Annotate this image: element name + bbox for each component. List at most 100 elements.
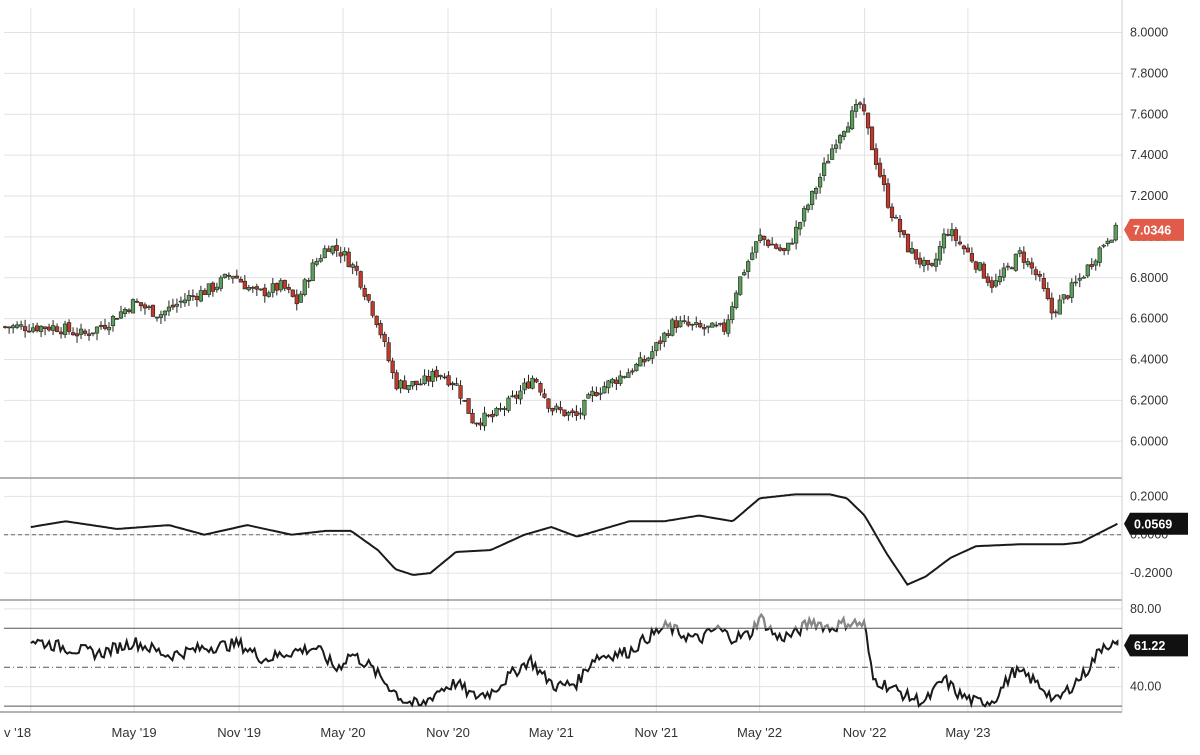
oscillator-pane-value-badge: 0.0569	[1124, 512, 1188, 535]
candle	[94, 326, 100, 341]
candle	[398, 379, 403, 394]
candle	[885, 178, 891, 209]
candle	[849, 106, 855, 131]
candle	[74, 327, 80, 343]
candle	[234, 269, 239, 279]
candle	[829, 144, 835, 160]
candle	[214, 282, 219, 293]
candle	[802, 205, 807, 227]
candle	[965, 243, 971, 253]
candle	[262, 283, 267, 303]
candle	[370, 300, 375, 318]
candle	[1049, 292, 1054, 320]
candle	[941, 228, 947, 254]
candle	[634, 362, 639, 372]
candle	[426, 369, 431, 387]
candle	[1045, 282, 1050, 301]
candle	[490, 410, 495, 423]
candle	[786, 242, 791, 255]
candle	[130, 298, 136, 314]
candle	[326, 245, 331, 252]
candle	[378, 320, 383, 339]
candle	[810, 190, 815, 210]
candle	[202, 288, 207, 295]
candle	[794, 220, 799, 250]
candle	[973, 260, 979, 274]
candle	[758, 228, 763, 244]
candle	[650, 345, 655, 364]
candle	[690, 323, 695, 331]
candle	[450, 381, 455, 391]
candle	[698, 320, 703, 329]
y-tick-label: 7.2000	[1130, 189, 1168, 203]
candle	[110, 314, 116, 332]
candle	[562, 409, 567, 417]
candle	[270, 278, 275, 298]
candle	[50, 320, 56, 336]
candle	[23, 319, 28, 338]
candle	[11, 323, 16, 334]
candle	[754, 241, 759, 259]
y-tick-label: 6.4000	[1130, 353, 1168, 367]
candle	[869, 126, 875, 151]
candle	[925, 260, 931, 271]
candle	[82, 328, 88, 336]
candle	[1053, 309, 1058, 318]
candle	[302, 277, 307, 297]
candle	[726, 314, 731, 337]
candle	[1069, 278, 1074, 303]
candle	[550, 407, 555, 416]
candle	[833, 139, 839, 154]
candle	[54, 323, 60, 333]
candle	[873, 143, 879, 170]
y-tick-label: 6.2000	[1130, 393, 1168, 407]
candle	[857, 101, 863, 109]
oscillator-pane	[4, 493, 1122, 586]
candle	[15, 321, 20, 330]
candle	[190, 289, 196, 301]
candle	[662, 331, 667, 348]
candle	[322, 245, 327, 259]
y-tick-label: 6.8000	[1130, 271, 1168, 285]
x-tick-label: May '20	[320, 725, 365, 740]
candle	[570, 408, 575, 418]
candle	[158, 310, 164, 325]
candle	[989, 276, 994, 293]
candle	[682, 314, 687, 324]
candle	[961, 244, 967, 255]
candle	[889, 203, 895, 222]
pane-3-y-axis: 80.00 40.00	[4, 602, 1161, 694]
candle	[790, 238, 795, 245]
candle	[102, 318, 108, 331]
candle	[841, 130, 847, 141]
candle	[254, 283, 259, 296]
candle	[318, 254, 323, 263]
candle	[1081, 275, 1086, 279]
candle	[27, 324, 32, 333]
candle	[750, 246, 755, 261]
candle	[1037, 270, 1042, 282]
candle	[142, 302, 148, 315]
candle	[230, 275, 235, 284]
y-tick-label: 7.4000	[1130, 148, 1168, 162]
candle	[606, 379, 611, 394]
candle	[782, 247, 787, 256]
candle	[865, 112, 871, 135]
y-tick-label: 6.6000	[1130, 312, 1168, 326]
candle	[434, 366, 439, 382]
candle	[446, 371, 451, 387]
candle	[246, 284, 251, 292]
candle	[106, 322, 112, 335]
candle	[845, 121, 851, 133]
candle	[1009, 266, 1014, 270]
candle	[146, 304, 152, 311]
candle	[374, 315, 379, 328]
candle	[330, 245, 335, 256]
candle	[893, 214, 899, 219]
y-tick-label: 8.0000	[1130, 26, 1168, 40]
candle	[286, 283, 291, 294]
candle	[658, 336, 663, 351]
candle	[738, 276, 743, 296]
candle	[546, 398, 551, 413]
